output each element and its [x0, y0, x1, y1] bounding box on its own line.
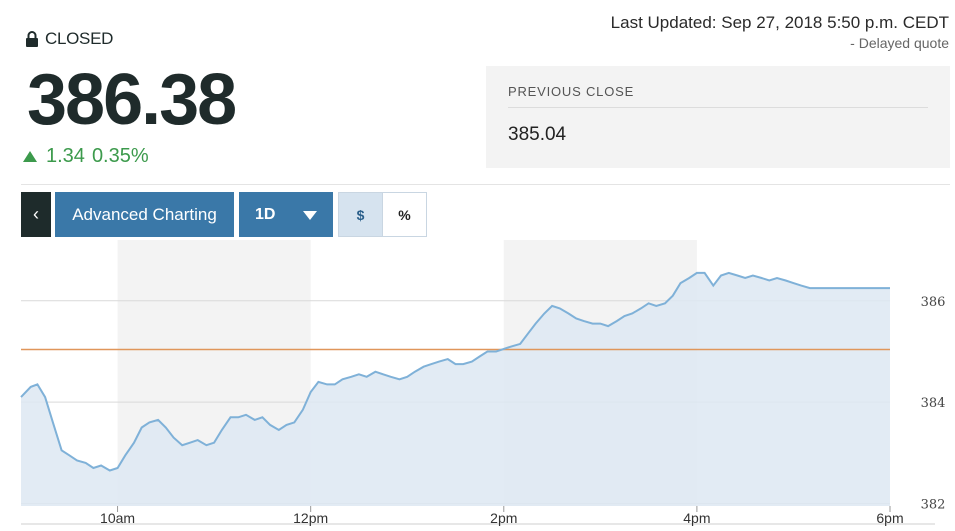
x-tick-label: 12pm — [293, 510, 328, 526]
x-tick-label: 10am — [100, 510, 135, 526]
caret-down-icon — [303, 211, 317, 220]
delayed-quote-label: - Delayed quote — [850, 35, 949, 51]
range-dropdown-label: 1D — [255, 206, 276, 223]
previous-close-label: PREVIOUS CLOSE — [508, 84, 635, 99]
change-percent: 0.35% — [91, 145, 149, 167]
price-line — [20, 271, 890, 472]
chevron-left-icon: ‹ — [33, 204, 39, 224]
last-updated-text: Last Updated: Sep 27, 2018 5:50 p.m. CED… — [610, 13, 949, 32]
dollar-mode-button[interactable]: $ — [339, 193, 383, 236]
y-tick-label: 386 — [921, 295, 946, 310]
previous-close-panel: PREVIOUS CLOSE 385.04 — [486, 66, 950, 168]
advanced-charting-button[interactable]: Advanced Charting — [55, 192, 234, 237]
y-tick-label: 384 — [921, 396, 946, 411]
change-value: 1.34 — [46, 145, 85, 167]
x-tick-label: 4pm — [683, 510, 710, 526]
x-tick-label: 2pm — [490, 510, 517, 526]
back-button[interactable]: ‹ — [21, 192, 51, 237]
previous-close-value: 385.04 — [508, 124, 567, 145]
price-area — [21, 272, 890, 506]
y-tick-label: 382 — [921, 497, 946, 512]
price-chart[interactable]: 382 384 386 10am 12pm 2pm 4pm 6pm — [0, 240, 955, 531]
x-tick-label: 6pm — [876, 510, 903, 526]
divider — [508, 107, 928, 108]
divider — [21, 184, 950, 185]
price-change: 1.34 0.35% — [23, 145, 149, 168]
market-status: CLOSED — [25, 29, 113, 49]
market-status-label: CLOSED — [45, 29, 114, 48]
percent-mode-button[interactable]: % — [383, 193, 426, 236]
value-mode-toggle: $ % — [338, 192, 427, 237]
range-dropdown[interactable]: 1D — [239, 192, 333, 237]
triangle-up-icon — [23, 151, 37, 162]
last-updated: Last Updated: Sep 27, 2018 5:50 p.m. CED… — [611, 13, 949, 51]
current-price: 386.38 — [27, 60, 237, 140]
lock-icon — [26, 31, 38, 47]
